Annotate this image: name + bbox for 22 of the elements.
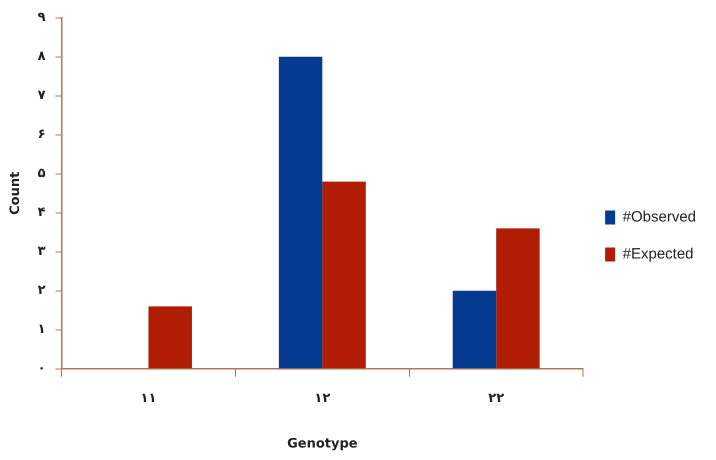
y-tick-label: ۴ xyxy=(38,205,46,220)
y-tick-label: ۰ xyxy=(38,361,46,376)
bar xyxy=(278,56,322,368)
y-axis-title: Count xyxy=(8,172,24,215)
x-tick-label: ۱۱ xyxy=(140,390,156,406)
legend-label: #Observed xyxy=(622,208,696,226)
y-tick-label: ۸ xyxy=(38,49,46,64)
x-axis-title: Genotype xyxy=(287,436,358,452)
y-tick-label: ۹ xyxy=(38,10,46,26)
y-tick-label: ۳ xyxy=(38,244,46,260)
x-tick-label: ۱۲ xyxy=(314,390,330,406)
y-tick-label: ۱ xyxy=(38,322,46,338)
x-tick-label: ۲۲ xyxy=(488,390,504,406)
y-tick-label: ۷ xyxy=(38,88,46,104)
bar xyxy=(452,290,496,368)
bar xyxy=(148,306,192,368)
y-tick-label: ۲ xyxy=(38,283,46,298)
legend-label: #Expected xyxy=(622,246,694,263)
y-tick-label: ۶ xyxy=(38,127,46,142)
y-tick-label: ۵ xyxy=(38,166,46,182)
bar xyxy=(322,182,366,368)
bar xyxy=(496,228,540,368)
